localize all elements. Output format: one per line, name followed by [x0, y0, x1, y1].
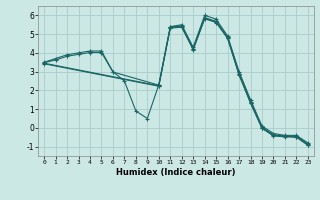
X-axis label: Humidex (Indice chaleur): Humidex (Indice chaleur) — [116, 168, 236, 177]
